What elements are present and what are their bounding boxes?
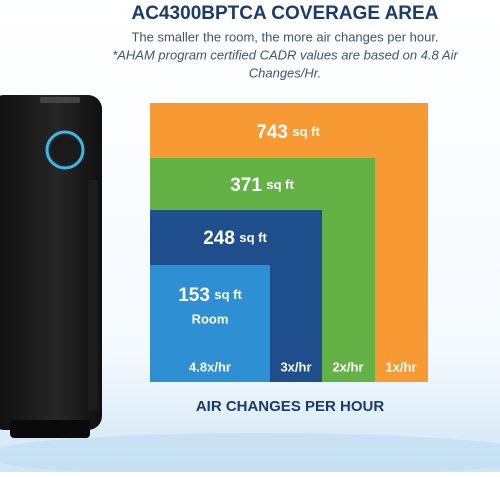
air-purifier [0,95,102,438]
axis-label: AIR CHANGES PER HOUR [196,398,385,415]
area-unit: sq ft [266,177,294,192]
water [0,433,500,477]
rate-label: 4.8x/hr [189,359,231,374]
rate-label: 1x/hr [385,359,416,374]
area-label: 153 sq ft [178,285,242,306]
area-size: 743 [256,122,288,143]
note: *AHAM program certified CADR values are … [112,47,458,62]
area-size: 153 [178,285,210,306]
subtitle: The smaller the room, the more air chang… [131,29,438,44]
area-square [150,265,270,382]
area-unit: sq ft [292,124,320,139]
area-unit: sq ft [239,230,267,245]
rate-label: 3x/hr [280,359,311,374]
title: AC4300BPTCA COVERAGE AREA [132,3,439,24]
rate-label: 2x/hr [332,359,363,374]
area-label: 371 sq ft [230,175,294,196]
room-label: Room [192,311,229,326]
area-size: 248 [203,228,235,249]
area-unit: sq ft [214,287,242,302]
note: Changes/Hr. [249,65,322,80]
area-label: 743 sq ft [256,122,320,143]
area-label: 248 sq ft [203,228,267,249]
area-size: 371 [230,175,262,196]
